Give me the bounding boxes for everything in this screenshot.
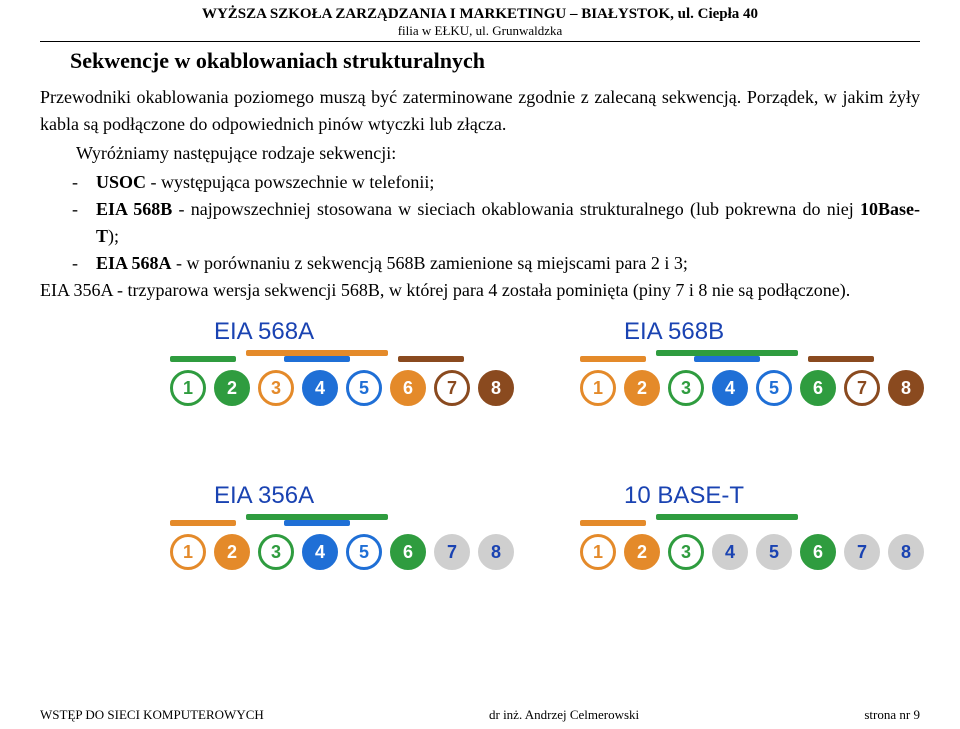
list-item-usoc: USOC - występująca powszechnie w telefon…: [40, 169, 920, 196]
pin: 6: [800, 534, 836, 570]
pin: 5: [756, 370, 792, 406]
diagram-label: EIA 568B: [624, 318, 920, 346]
paragraph-1: Przewodniki okablowania poziomego muszą …: [40, 84, 920, 138]
pin: 6: [800, 370, 836, 406]
pair-bars: [580, 514, 920, 532]
pair-bar: [580, 520, 646, 526]
pin: 3: [668, 370, 704, 406]
diagrams-area: EIA 568A12345678 EIA 568B12345678 EIA 35…: [40, 318, 920, 594]
footer-mid: dr inż. Andrzej Celmerowski: [489, 707, 639, 723]
pin: 5: [346, 370, 382, 406]
diagram-eia568b: EIA 568B 12345678: [580, 318, 920, 406]
pin: 4: [712, 534, 748, 570]
header-rule: [40, 41, 920, 42]
paragraph-3: EIA 356A - trzyparowa wersja sekwencji 5…: [40, 277, 920, 304]
diagram-label: EIA 356A: [214, 482, 510, 510]
pin: 7: [844, 534, 880, 570]
pin-row: 12345678: [170, 370, 510, 406]
pin: 6: [390, 370, 426, 406]
footer-right: strona nr 9: [864, 707, 920, 723]
page-footer: WSTĘP DO SIECI KOMPUTEROWYCH dr inż. And…: [40, 707, 920, 723]
pin: 1: [170, 534, 206, 570]
pin: 5: [346, 534, 382, 570]
diagram-10base-t: 10 BASE-T 12345678: [580, 482, 920, 570]
pin: 1: [170, 370, 206, 406]
eia568b-text: - najpowszechniej stosowana w sieciach o…: [172, 199, 860, 219]
header-top: WYŻSZA SZKOŁA ZARZĄDZANIA I MARKETINGU –…: [40, 6, 920, 23]
list-item-eia568a: EIA 568A - w porównaniu z sekwencją 568B…: [40, 250, 920, 277]
pin: 7: [434, 370, 470, 406]
eia568b-bold: EIA 568B: [96, 199, 172, 219]
sequence-list: USOC - występująca powszechnie w telefon…: [40, 169, 920, 277]
pin: 2: [624, 534, 660, 570]
pin: 1: [580, 370, 616, 406]
pin: 8: [888, 370, 924, 406]
pin: 8: [478, 534, 514, 570]
pair-bar: [170, 356, 236, 362]
diagram-eia356a: EIA 356A 12345678: [170, 482, 510, 570]
pair-bar: [284, 520, 350, 526]
diagram-label: 10 BASE-T: [624, 482, 920, 510]
pin: 8: [478, 370, 514, 406]
list-item-eia568b: EIA 568B - najpowszechniej stosowana w s…: [40, 196, 920, 250]
footer-left: WSTĘP DO SIECI KOMPUTEROWYCH: [40, 707, 264, 723]
pin: 4: [302, 534, 338, 570]
pin: 2: [214, 370, 250, 406]
section-title: Sekwencje w okablowaniach strukturalnych: [70, 48, 920, 74]
pin: 1: [580, 534, 616, 570]
pin: 2: [624, 370, 660, 406]
usoc-bold: USOC: [96, 172, 146, 192]
pair-bars: [580, 350, 920, 368]
pin: 7: [844, 370, 880, 406]
eia568b-text2: );: [108, 226, 119, 246]
pair-bar: [580, 356, 646, 362]
pin: 6: [390, 534, 426, 570]
paragraph-2-lead: Wyróżniamy następujące rodzaje sekwencji…: [40, 140, 920, 167]
eia568a-bold: EIA 568A: [96, 253, 172, 273]
pair-bars: [170, 514, 510, 532]
pair-bar: [398, 356, 464, 362]
pin: 2: [214, 534, 250, 570]
pair-bar: [170, 520, 236, 526]
diagram-eia568a: EIA 568A 12345678: [170, 318, 510, 406]
pair-bars: [170, 350, 510, 368]
pin: 3: [668, 534, 704, 570]
pair-bar: [808, 356, 874, 362]
pin: 8: [888, 534, 924, 570]
pin: 3: [258, 370, 294, 406]
pin-row: 12345678: [170, 534, 510, 570]
paragraph-2-lead-text: Wyróżniamy następujące rodzaje sekwencji…: [76, 143, 396, 163]
pin: 7: [434, 534, 470, 570]
pair-bar: [694, 356, 760, 362]
usoc-text: - występująca powszechnie w telefonii;: [146, 172, 434, 192]
pin-row: 12345678: [580, 534, 920, 570]
pair-bar: [656, 514, 798, 520]
pin: 5: [756, 534, 792, 570]
pair-bar: [284, 356, 350, 362]
eia568a-text: - w porównaniu z sekwencją 568B zamienio…: [172, 253, 688, 273]
pin: 3: [258, 534, 294, 570]
pin: 4: [712, 370, 748, 406]
pin-row: 12345678: [580, 370, 920, 406]
pin: 4: [302, 370, 338, 406]
diagram-label: EIA 568A: [214, 318, 510, 346]
header-sub: filia w EŁKU, ul. Grunwaldzka: [40, 23, 920, 39]
